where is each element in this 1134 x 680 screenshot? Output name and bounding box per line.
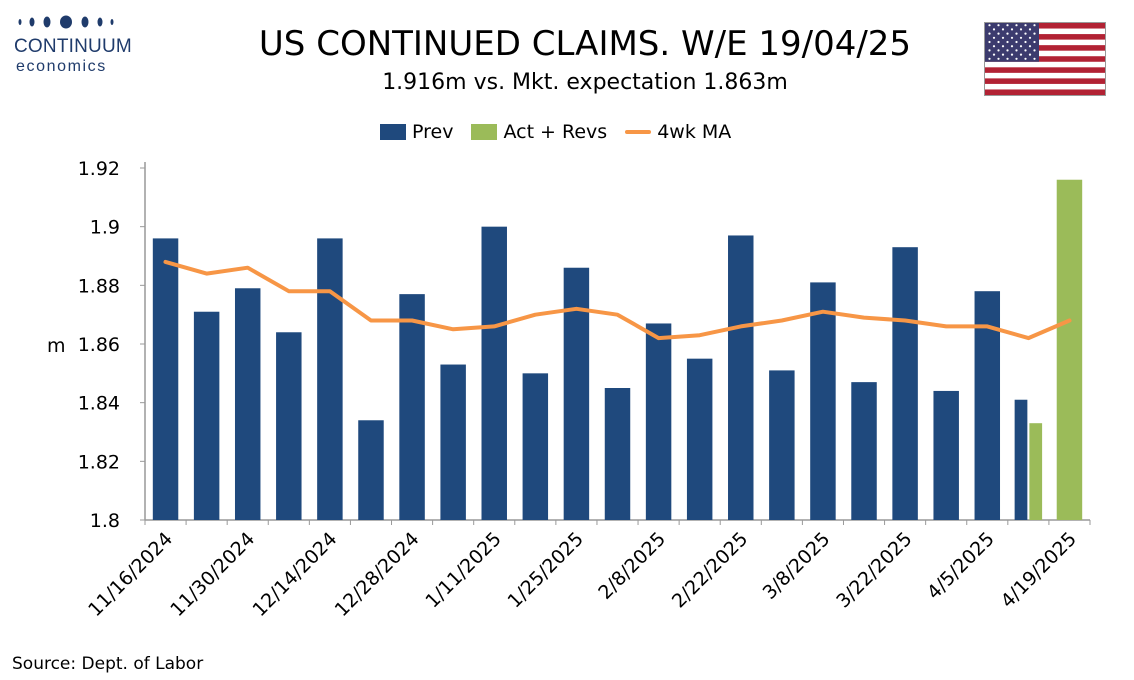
x-tick-label: 11/30/2024 <box>166 528 259 621</box>
x-tick-label: 1/25/2025 <box>504 528 588 612</box>
x-tick-label: 4/5/2025 <box>923 528 999 604</box>
bar-prev <box>152 238 179 520</box>
x-tick-label: 4/19/2025 <box>997 528 1081 612</box>
legend-swatch-act <box>471 124 498 140</box>
x-tick-label: 2/22/2025 <box>668 528 752 612</box>
bar-prev <box>440 364 466 520</box>
y-tick-label: 1.92 <box>78 158 120 180</box>
x-tick-label: 11/16/2024 <box>84 528 177 621</box>
x-tick-label: 12/14/2024 <box>248 528 341 621</box>
bar-prev <box>604 388 631 520</box>
y-axis-label: m <box>47 335 66 357</box>
x-tick-label: 2/8/2025 <box>594 528 670 604</box>
chart-legend: Prev Act + Revs 4wk MA <box>380 120 749 144</box>
bar-prev <box>686 358 713 520</box>
bar-prev <box>645 323 672 520</box>
us-flag-icon <box>984 22 1106 96</box>
ma-line <box>163 259 1072 341</box>
bar-prev <box>810 282 836 520</box>
bar-prev <box>892 247 918 520</box>
x-tick-label: 1/11/2025 <box>421 528 505 612</box>
bar-act <box>1056 179 1083 520</box>
bar-prev <box>358 420 384 520</box>
bar-prev <box>481 226 507 520</box>
y-tick-label: 1.86 <box>78 334 120 356</box>
x-tick-label: 3/22/2025 <box>832 528 916 612</box>
legend-item-act: Act + Revs <box>471 121 607 143</box>
bar-prev <box>933 390 959 520</box>
bar-prev <box>728 235 754 520</box>
y-tick-label: 1.8 <box>90 510 120 532</box>
bar-prev <box>399 294 425 520</box>
bar-prev <box>522 373 549 520</box>
legend-swatch-ma <box>625 130 652 134</box>
continuum-logo: CONTINUUM economics <box>14 14 134 76</box>
logo-dots-icon <box>18 15 114 29</box>
bar-prev <box>769 370 795 520</box>
bar-act <box>1029 423 1043 520</box>
bar-prev <box>193 311 220 520</box>
bar-prev <box>234 288 261 520</box>
bar-prev <box>317 238 343 520</box>
chart-subtitle: 1.916m vs. Mkt. expectation 1.863m <box>382 70 788 95</box>
legend-swatch-prev <box>380 124 406 140</box>
chart-title: US CONTINUED CLAIMS. W/E 19/04/25 <box>258 24 912 64</box>
legend-label-prev: Prev <box>412 121 454 143</box>
y-tick-label: 1.9 <box>90 217 120 239</box>
bar-prev <box>851 382 877 520</box>
y-tick-label: 1.82 <box>78 451 120 473</box>
legend-item-ma: 4wk MA <box>625 121 731 143</box>
source-note: Source: Dept. of Labor <box>12 654 204 674</box>
x-tick-label: 12/28/2024 <box>331 528 424 621</box>
y-tick-label: 1.84 <box>78 393 120 415</box>
bar-prev <box>1014 399 1028 520</box>
bar-prev <box>563 267 590 520</box>
legend-label-act: Act + Revs <box>503 121 608 143</box>
x-tick-label: 3/8/2025 <box>759 528 835 604</box>
logo-name: CONTINUUM <box>14 36 132 57</box>
y-tick-label: 1.88 <box>78 275 120 297</box>
logo-subtitle: economics <box>16 58 107 75</box>
legend-item-prev: Prev <box>380 121 453 143</box>
bar-prev <box>276 332 302 520</box>
legend-label-ma: 4wk MA <box>657 121 732 143</box>
